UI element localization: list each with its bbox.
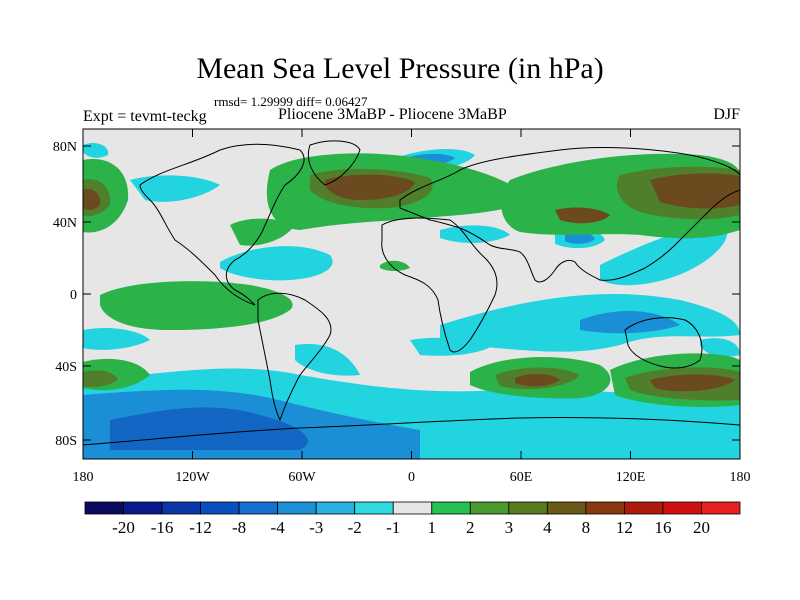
season-label: DJF: [713, 106, 740, 123]
tasman-cyan-patch: [700, 338, 740, 357]
colorbar-swatch: [161, 501, 201, 515]
colorbar-label: 20: [692, 518, 710, 537]
colorbar-swatch: [431, 501, 471, 515]
lat-tick-label: 0: [70, 288, 77, 303]
greenland-outline: [307, 140, 361, 186]
colorbar-label: -16: [150, 518, 174, 537]
indian-ocean-blue-patch: [580, 310, 680, 334]
colorbar-swatch: [315, 501, 356, 515]
siberia-high-core: [650, 173, 740, 209]
colorbar-swatch: [585, 501, 625, 515]
lon-tick-label: 120W: [175, 470, 210, 485]
colorbar-swatch: [392, 501, 433, 515]
colorbar-swatch: [508, 501, 548, 515]
axis-ticks: 80N 40N 0 40S 80S 180 120W 60W 0 60E 120E 180: [53, 129, 751, 485]
lon-tick-label: 180: [73, 470, 94, 485]
colorbar-swatch: [546, 501, 587, 515]
central-asia-brown-patch: [555, 207, 610, 224]
atlantic-green-patch: [380, 260, 410, 271]
lat-tick-label: 80S: [55, 434, 77, 449]
north-pacific-west-core: [83, 189, 101, 210]
lat-tick-label: 40S: [55, 360, 77, 375]
lat-tick-label: 40N: [53, 216, 77, 231]
colorbar-label: -8: [232, 518, 247, 537]
colorbar-swatch: [469, 501, 510, 515]
colorbar-swatch: [238, 501, 279, 515]
colorbar-label: 8: [581, 518, 591, 537]
colorbar-label: 1: [427, 518, 437, 537]
antarctica-outline: [83, 416, 740, 446]
lon-tick-label: 120E: [616, 470, 646, 485]
chart-title: Mean Sea Level Pressure (in hPa): [196, 52, 604, 85]
colorbar-label: -4: [270, 518, 285, 537]
colorbar-label: 3: [504, 518, 514, 537]
coastlines: [83, 140, 740, 446]
colorbar-swatch: [662, 501, 702, 515]
tibet-blue-core: [565, 232, 595, 244]
colorbar-swatch: [701, 501, 741, 515]
stats-label: rmsd= 1.29999 diff= 0.06427: [214, 94, 368, 109]
eurasia-outline: [399, 147, 740, 283]
east-pacific-green-region: [100, 281, 293, 330]
colorbar-label: -1: [386, 518, 401, 537]
colorbar: [84, 501, 741, 515]
colorbar-swatch: [624, 501, 664, 515]
colorbar-label: 2: [466, 518, 475, 537]
lon-tick-label: 180: [730, 470, 751, 485]
period-label: Pliocene 3MaBP - Pliocene 3MaBP: [278, 106, 507, 123]
colorbar-label: 4: [543, 518, 552, 537]
colorbar-swatch: [84, 501, 124, 515]
lon-tick-label: 60E: [510, 470, 533, 485]
colorbar-swatch: [123, 501, 163, 515]
colorbar-label: 16: [654, 518, 672, 537]
south-atlantic-cyan-patch: [295, 344, 360, 376]
north-atlantic-cyan-region: [220, 246, 333, 281]
north-america-outline: [139, 143, 305, 306]
colorbar-swatch: [277, 501, 317, 515]
north-atlantic-high-core: [325, 174, 415, 200]
africa-outline: [381, 217, 498, 353]
experiment-label: Expt = tevmt-teckg: [83, 108, 207, 125]
south-pacific-cyan-patch: [83, 328, 150, 350]
map-plot-area: [83, 129, 740, 459]
bering-cyan-patch: [83, 143, 109, 158]
south-pacific-east-high-core: [650, 374, 735, 392]
colorbar-label: -2: [347, 518, 362, 537]
south-pacific-deep-blue-region: [110, 407, 308, 450]
lat-tick-label: 80N: [53, 140, 77, 155]
colorbar-label: 12: [615, 518, 633, 537]
south-pacific-high-core: [83, 370, 118, 388]
south-indian-high-core: [515, 374, 560, 387]
lon-tick-label: 60W: [288, 470, 316, 485]
colorbar-swatch: [200, 501, 240, 515]
australia-outline: [624, 317, 703, 369]
mediterranean-cyan-patch: [440, 225, 510, 243]
colorbar-swatch: [354, 501, 394, 515]
colorbar-label: -12: [189, 518, 212, 537]
north-pacific-cyan-region: [130, 175, 220, 202]
colorbar-label: -20: [112, 518, 135, 537]
south-america-outline: [257, 292, 332, 422]
colorbar-label: -3: [309, 518, 324, 537]
lon-tick-label: 0: [408, 470, 415, 485]
